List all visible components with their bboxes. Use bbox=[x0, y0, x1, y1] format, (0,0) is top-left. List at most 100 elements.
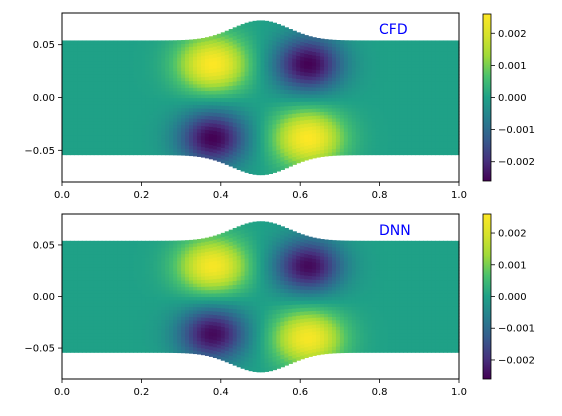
cfd-field-cell bbox=[236, 101, 242, 107]
cfd-field-cell bbox=[260, 170, 266, 176]
cfd-field-cell bbox=[411, 144, 416, 149]
cfd-field-cell bbox=[208, 54, 214, 59]
dnn-field-cell bbox=[153, 342, 158, 347]
cfd-field-cell bbox=[387, 53, 393, 58]
dnn-field-cell bbox=[141, 293, 146, 298]
cfd-field-cell bbox=[153, 90, 158, 95]
cfd-field-cell bbox=[288, 73, 293, 78]
cfd-field-cell bbox=[117, 97, 123, 102]
cfd-field-cell bbox=[248, 101, 254, 108]
cfd-field-cell bbox=[415, 100, 420, 105]
dnn-field-cell bbox=[117, 325, 123, 330]
dnn-field-cell bbox=[77, 286, 83, 291]
cfd-field-cell bbox=[351, 141, 357, 146]
cfd-field-cell bbox=[347, 80, 353, 85]
cfd-field-cell bbox=[208, 101, 214, 106]
cfd-field-cell bbox=[288, 41, 293, 46]
dnn-field-cell bbox=[93, 329, 99, 334]
cfd-field-cell bbox=[391, 124, 397, 129]
cfd-field-cell bbox=[363, 127, 369, 132]
cfd-field-cell bbox=[220, 139, 226, 145]
cfd-field-cell bbox=[240, 88, 246, 94]
cfd-field-cell bbox=[161, 151, 166, 156]
dnn-field-cell bbox=[216, 314, 222, 320]
cfd-field-cell bbox=[431, 57, 436, 62]
dnn-field-cell bbox=[62, 293, 67, 298]
cfd-field-cell bbox=[248, 66, 254, 72]
cfd-field-cell bbox=[248, 57, 254, 63]
cfd-field-cell bbox=[220, 74, 226, 79]
cfd-field-cell bbox=[316, 132, 321, 137]
cfd-field-cell bbox=[288, 33, 293, 38]
cfd-field-cell bbox=[399, 53, 405, 58]
cfd-field-cell bbox=[137, 70, 142, 75]
dnn-field-cell bbox=[62, 312, 67, 317]
cfd-field-cell bbox=[181, 151, 186, 156]
cfd-field-cell bbox=[268, 137, 274, 143]
dnn-field-cell bbox=[69, 312, 75, 317]
dnn-field-cell bbox=[200, 347, 206, 352]
cfd-field-cell bbox=[375, 97, 381, 102]
cfd-field-cell bbox=[419, 43, 424, 48]
cfd-field-cell bbox=[244, 119, 250, 125]
cfd-field-cell bbox=[228, 153, 234, 159]
cfd-field-cell bbox=[363, 124, 369, 129]
cfd-field-cell bbox=[359, 134, 365, 139]
cfd-field-cell bbox=[415, 80, 420, 85]
cfd-field-cell bbox=[395, 107, 401, 112]
cfd-field-cell bbox=[427, 97, 432, 102]
cfd-field-cell bbox=[264, 102, 270, 108]
cfd-field-cell bbox=[296, 158, 301, 164]
cfd-field-cell bbox=[145, 151, 150, 156]
dnn-field-cell bbox=[141, 276, 146, 281]
cfd-field-cell bbox=[284, 60, 289, 66]
cfd-field-cell bbox=[109, 94, 115, 99]
cfd-field-cell bbox=[451, 74, 456, 78]
cfd-field-cell bbox=[117, 114, 123, 119]
cfd-field-cell bbox=[256, 160, 262, 167]
cfd-field-cell bbox=[339, 53, 345, 58]
dnn-field-cell bbox=[165, 293, 170, 298]
cfd-field-cell bbox=[161, 40, 166, 45]
cfd-field-cell bbox=[260, 160, 266, 167]
cfd-field-cell bbox=[455, 60, 460, 65]
cfd-field-cell bbox=[272, 84, 277, 90]
dnn-field-cell bbox=[69, 309, 75, 314]
cfd-field-cell bbox=[133, 84, 139, 89]
cfd-field-cell bbox=[153, 84, 158, 89]
cfd-field-cell bbox=[133, 137, 139, 142]
cfd-field-cell bbox=[185, 73, 190, 78]
cfd-field-cell bbox=[85, 77, 91, 82]
dnn-field-cell bbox=[137, 325, 142, 330]
cfd-field-cell bbox=[260, 138, 266, 144]
cfd-field-cell bbox=[81, 87, 87, 92]
cfd-field-cell bbox=[435, 80, 440, 85]
cfd-field-cell bbox=[89, 70, 95, 75]
dnn-field-cell bbox=[113, 342, 119, 347]
cfd-field-cell bbox=[62, 110, 67, 115]
cfd-field-cell bbox=[260, 70, 266, 76]
cfd-field-cell bbox=[296, 51, 301, 56]
dnn-field-cell bbox=[240, 266, 246, 272]
dnn-field-cell bbox=[177, 273, 182, 278]
cfd-field-cell bbox=[435, 74, 440, 78]
cfd-field-cell bbox=[145, 84, 150, 89]
cfd-field-cell bbox=[220, 36, 226, 41]
cfd-field-cell bbox=[264, 142, 270, 148]
dnn-field-cell bbox=[208, 317, 214, 322]
dnn-field-cell bbox=[220, 352, 226, 357]
cfd-field-cell bbox=[423, 43, 428, 48]
cfd-field-cell bbox=[411, 87, 416, 92]
dnn-field-cell bbox=[212, 249, 218, 255]
cfd-field-cell bbox=[256, 52, 262, 58]
cfd-field-cell bbox=[240, 58, 246, 64]
cfd-field-cell bbox=[256, 165, 262, 171]
cfd-field-cell bbox=[304, 46, 309, 51]
cfd-field-cell bbox=[431, 127, 436, 132]
cfd-field-cell bbox=[387, 100, 393, 105]
cfd-field-cell bbox=[200, 128, 206, 134]
cfd-field-cell bbox=[93, 67, 99, 72]
cfd-field-cell bbox=[272, 79, 277, 85]
cfd-field-cell bbox=[367, 124, 373, 129]
cfd-field-cell bbox=[244, 163, 250, 169]
